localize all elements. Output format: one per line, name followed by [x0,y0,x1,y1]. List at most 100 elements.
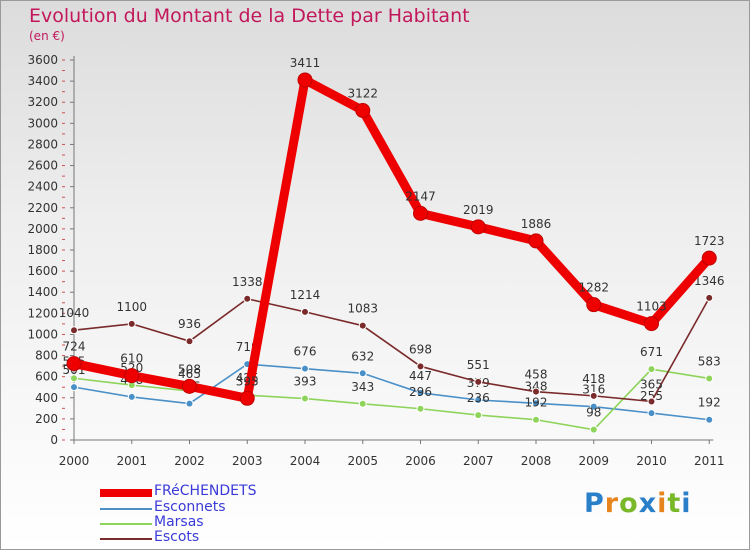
data-label: 348 [525,379,548,393]
data-point [589,391,598,400]
x-tick-label: 2008 [521,454,552,468]
data-point [528,233,544,249]
data-label: 1346 [694,274,725,288]
data-point [470,219,486,235]
data-point [66,356,82,372]
data-point [416,388,425,397]
x-tick-label: 2005 [347,454,378,468]
data-point [701,250,717,266]
x-tick-label: 2007 [463,454,494,468]
data-point [70,374,78,383]
legend-swatch [100,537,152,540]
data-label: 2147 [405,189,436,203]
data-label: 393 [294,375,317,389]
data-point [589,402,598,411]
y-tick-label: 1600 [27,264,58,278]
data-label: 671 [640,345,663,359]
data-point [358,321,367,330]
data-label: 676 [294,345,317,359]
data-point [301,394,309,403]
data-label: 508 [178,362,201,376]
y-tick-label: 3600 [27,53,58,67]
y-tick-label: 200 [35,412,58,426]
y-tick-label: 800 [35,349,58,363]
data-point [589,425,598,434]
y-tick-label: 2000 [27,222,58,236]
legend-swatch [100,507,152,510]
x-tick-label: 2000 [59,454,90,468]
data-label: 316 [582,383,605,397]
y-tick-label: 600 [35,370,58,384]
data-point [474,411,483,420]
legend-label: Marsas [154,514,204,530]
data-label: 192 [698,396,721,410]
data-label: 3411 [290,56,321,70]
data-label: 1083 [347,302,378,316]
data-point [127,392,136,401]
legend-label: Esconnets [154,499,226,515]
data-label: 2019 [463,203,494,217]
data-point [647,365,656,374]
data-label: 465 [178,367,201,381]
data-label: 98 [586,406,601,420]
data-label: 395 [236,374,259,388]
x-tick-label: 2009 [578,454,609,468]
data-point [185,399,194,408]
data-label: 1282 [578,281,609,295]
data-point [124,368,140,384]
data-point [647,397,656,406]
data-label: 1103 [636,300,667,314]
data-point [355,102,371,118]
y-tick-label: 1800 [27,243,58,257]
series-line-1 [73,363,711,421]
y-tick-label: 2600 [27,159,58,173]
proxiti-logo: Proxiti [584,488,692,519]
x-tick-label: 2006 [405,454,436,468]
data-label: 343 [351,380,374,394]
y-tick-label: 1000 [27,327,58,341]
data-point [239,390,255,406]
data-label: 458 [525,368,548,382]
x-tick-label: 2002 [174,454,205,468]
series-line-3 [73,297,711,403]
legend-swatch [100,522,152,525]
series-line-2 [73,368,711,431]
data-label: 632 [351,349,374,363]
data-point [474,377,483,386]
data-point [416,362,425,371]
data-point [70,326,78,335]
x-tick-label: 2004 [290,454,321,468]
data-point [705,415,714,424]
data-point [532,387,540,396]
data-point [532,415,540,424]
y-tick-label: 3400 [27,74,58,88]
data-label: 296 [409,385,432,399]
legend-swatch [100,488,152,497]
data-point [358,369,367,378]
data-label: 551 [467,358,490,372]
y-tick-label: 1200 [27,306,58,320]
data-label: 1723 [694,234,725,248]
data-point [301,364,309,373]
y-tick-label: 2400 [27,180,58,194]
data-label: 1886 [521,217,552,231]
data-point [297,72,313,88]
data-label: 418 [582,372,605,386]
x-tick-label: 2010 [636,454,667,468]
data-point [416,404,425,413]
data-label: 236 [467,391,490,405]
x-tick-label: 2001 [116,454,147,468]
chart-subtitle: (en €) [29,29,65,43]
data-label: 936 [178,317,201,331]
data-label: 192 [525,396,548,410]
data-point [705,293,714,302]
data-point [70,383,78,392]
data-point [127,319,136,328]
y-tick-label: 400 [35,391,58,405]
data-point [474,395,483,404]
y-tick-label: 3000 [27,116,58,130]
data-point [705,374,714,383]
data-point [301,307,309,316]
x-tick-label: 2011 [694,454,725,468]
